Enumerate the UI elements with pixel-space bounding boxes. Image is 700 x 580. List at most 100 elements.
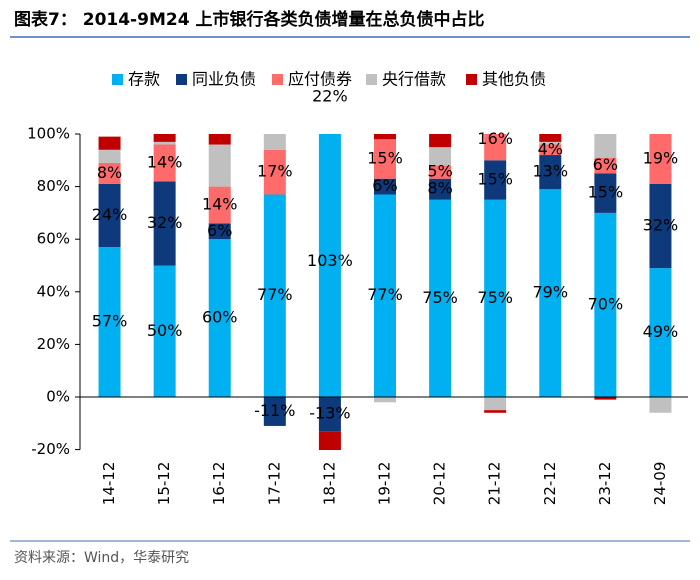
bar-segment [429,178,452,200]
bar-segment [594,397,617,400]
x-tick-label: 23-12 [596,462,614,506]
bar-segment [484,199,507,397]
bar-segment [208,186,231,224]
data-label: 14% [147,152,183,171]
y-tick-label: 40% [37,282,70,300]
bar-segment [319,63,341,68]
legend-swatch [176,74,187,85]
bar-segment [263,194,286,397]
bar-segment [153,181,176,266]
bar-segment [649,397,672,413]
source: 资料来源：Wind，华泰研究 [14,550,189,566]
data-label: -11% [254,401,295,420]
bar-segment [484,397,507,411]
legend-label: 存款 [128,70,160,89]
bar-segment [429,134,452,148]
data-label: 49% [643,322,679,341]
data-label: 15% [367,148,403,167]
legend-label: 其他负债 [482,70,546,89]
x-tick-label: 16-12 [210,462,228,506]
x-tick-label: 15-12 [155,462,173,506]
bar-segment [264,110,286,128]
data-label: -13% [309,404,350,423]
x-tick-label: 20-12 [431,462,449,506]
bar-segment [649,134,672,184]
bar-segment [98,149,121,163]
bar-segment [429,165,452,179]
y-tick-label: 20% [37,335,70,353]
bar-segment [594,212,617,397]
data-label: 6% [593,155,618,174]
bar-segment [374,178,396,195]
y-tick-label: 0% [46,388,70,406]
data-label: 4% [538,139,563,158]
bar-segment [594,157,617,174]
data-label: 6% [372,176,397,195]
legend-swatch [366,74,377,85]
bar-segment [208,134,231,145]
data-label: 15% [477,170,513,189]
legend-swatch [466,74,477,85]
bar-segment [539,144,562,156]
bar-segment [98,162,121,184]
data-label: 77% [257,285,293,304]
x-tick-label: 17-12 [265,462,283,506]
bar-segment [98,183,121,248]
bar-segment [208,144,231,187]
data-label: 6% [207,221,232,240]
bar-segment [153,144,176,182]
bar-segment [318,134,341,398]
data-label: 8% [97,163,122,182]
bar-segment [594,173,617,213]
x-tick-label: 24-09 [651,462,669,506]
data-label: 75% [477,288,513,307]
bar-segment [98,247,121,397]
bar-segment [539,155,562,190]
data-label: 75% [422,288,458,307]
data-label: 15% [588,183,624,202]
legend-label: 央行借款 [382,70,446,89]
bar-segment [318,431,341,450]
data-label: 32% [643,216,679,235]
data-label: 60% [202,308,238,327]
data-label: 17% [257,162,293,181]
bar-segment [429,147,452,166]
bar-segment [374,194,396,397]
x-tick-label: 14-12 [100,462,118,506]
data-label: 8% [427,179,452,198]
legend-swatch [112,74,123,85]
data-label: 5% [427,162,452,181]
data-label: 50% [147,321,183,340]
bar-segment [153,134,176,142]
data-label: 13% [532,162,568,181]
y-tick-label: -20% [31,440,70,458]
bar-segment [263,397,286,426]
bar-segment [263,134,286,150]
bar-segment [649,118,671,134]
x-tick-label: 21-12 [486,462,504,506]
bar-segment [153,141,176,145]
y-tick-label: 100% [27,125,70,143]
legend-label: 应付债券 [288,70,352,89]
bar-segment [153,265,176,397]
legend-label: 同业负债 [192,70,256,89]
plot-area [98,63,672,450]
x-tick-label: 22-12 [541,462,559,506]
data-label: 22% [312,87,348,106]
legend-swatch [272,74,283,85]
bar-segment [539,141,562,145]
y-tick-label: 60% [37,230,70,248]
chart-title: 图表7： 2014-9M24 上市银行各类负债增量在总负债中占比 [14,9,484,30]
bar-segment [374,397,396,403]
data-label: 32% [147,213,183,232]
bar-segment [98,136,121,150]
bar-segment [484,410,507,413]
bar-segment [429,199,452,397]
data-label: 70% [588,294,624,313]
bar-segment [484,160,507,200]
bar-segment [318,397,341,432]
bar-segment [539,134,562,142]
bar-segment [374,139,396,179]
bar-segment [484,134,507,161]
